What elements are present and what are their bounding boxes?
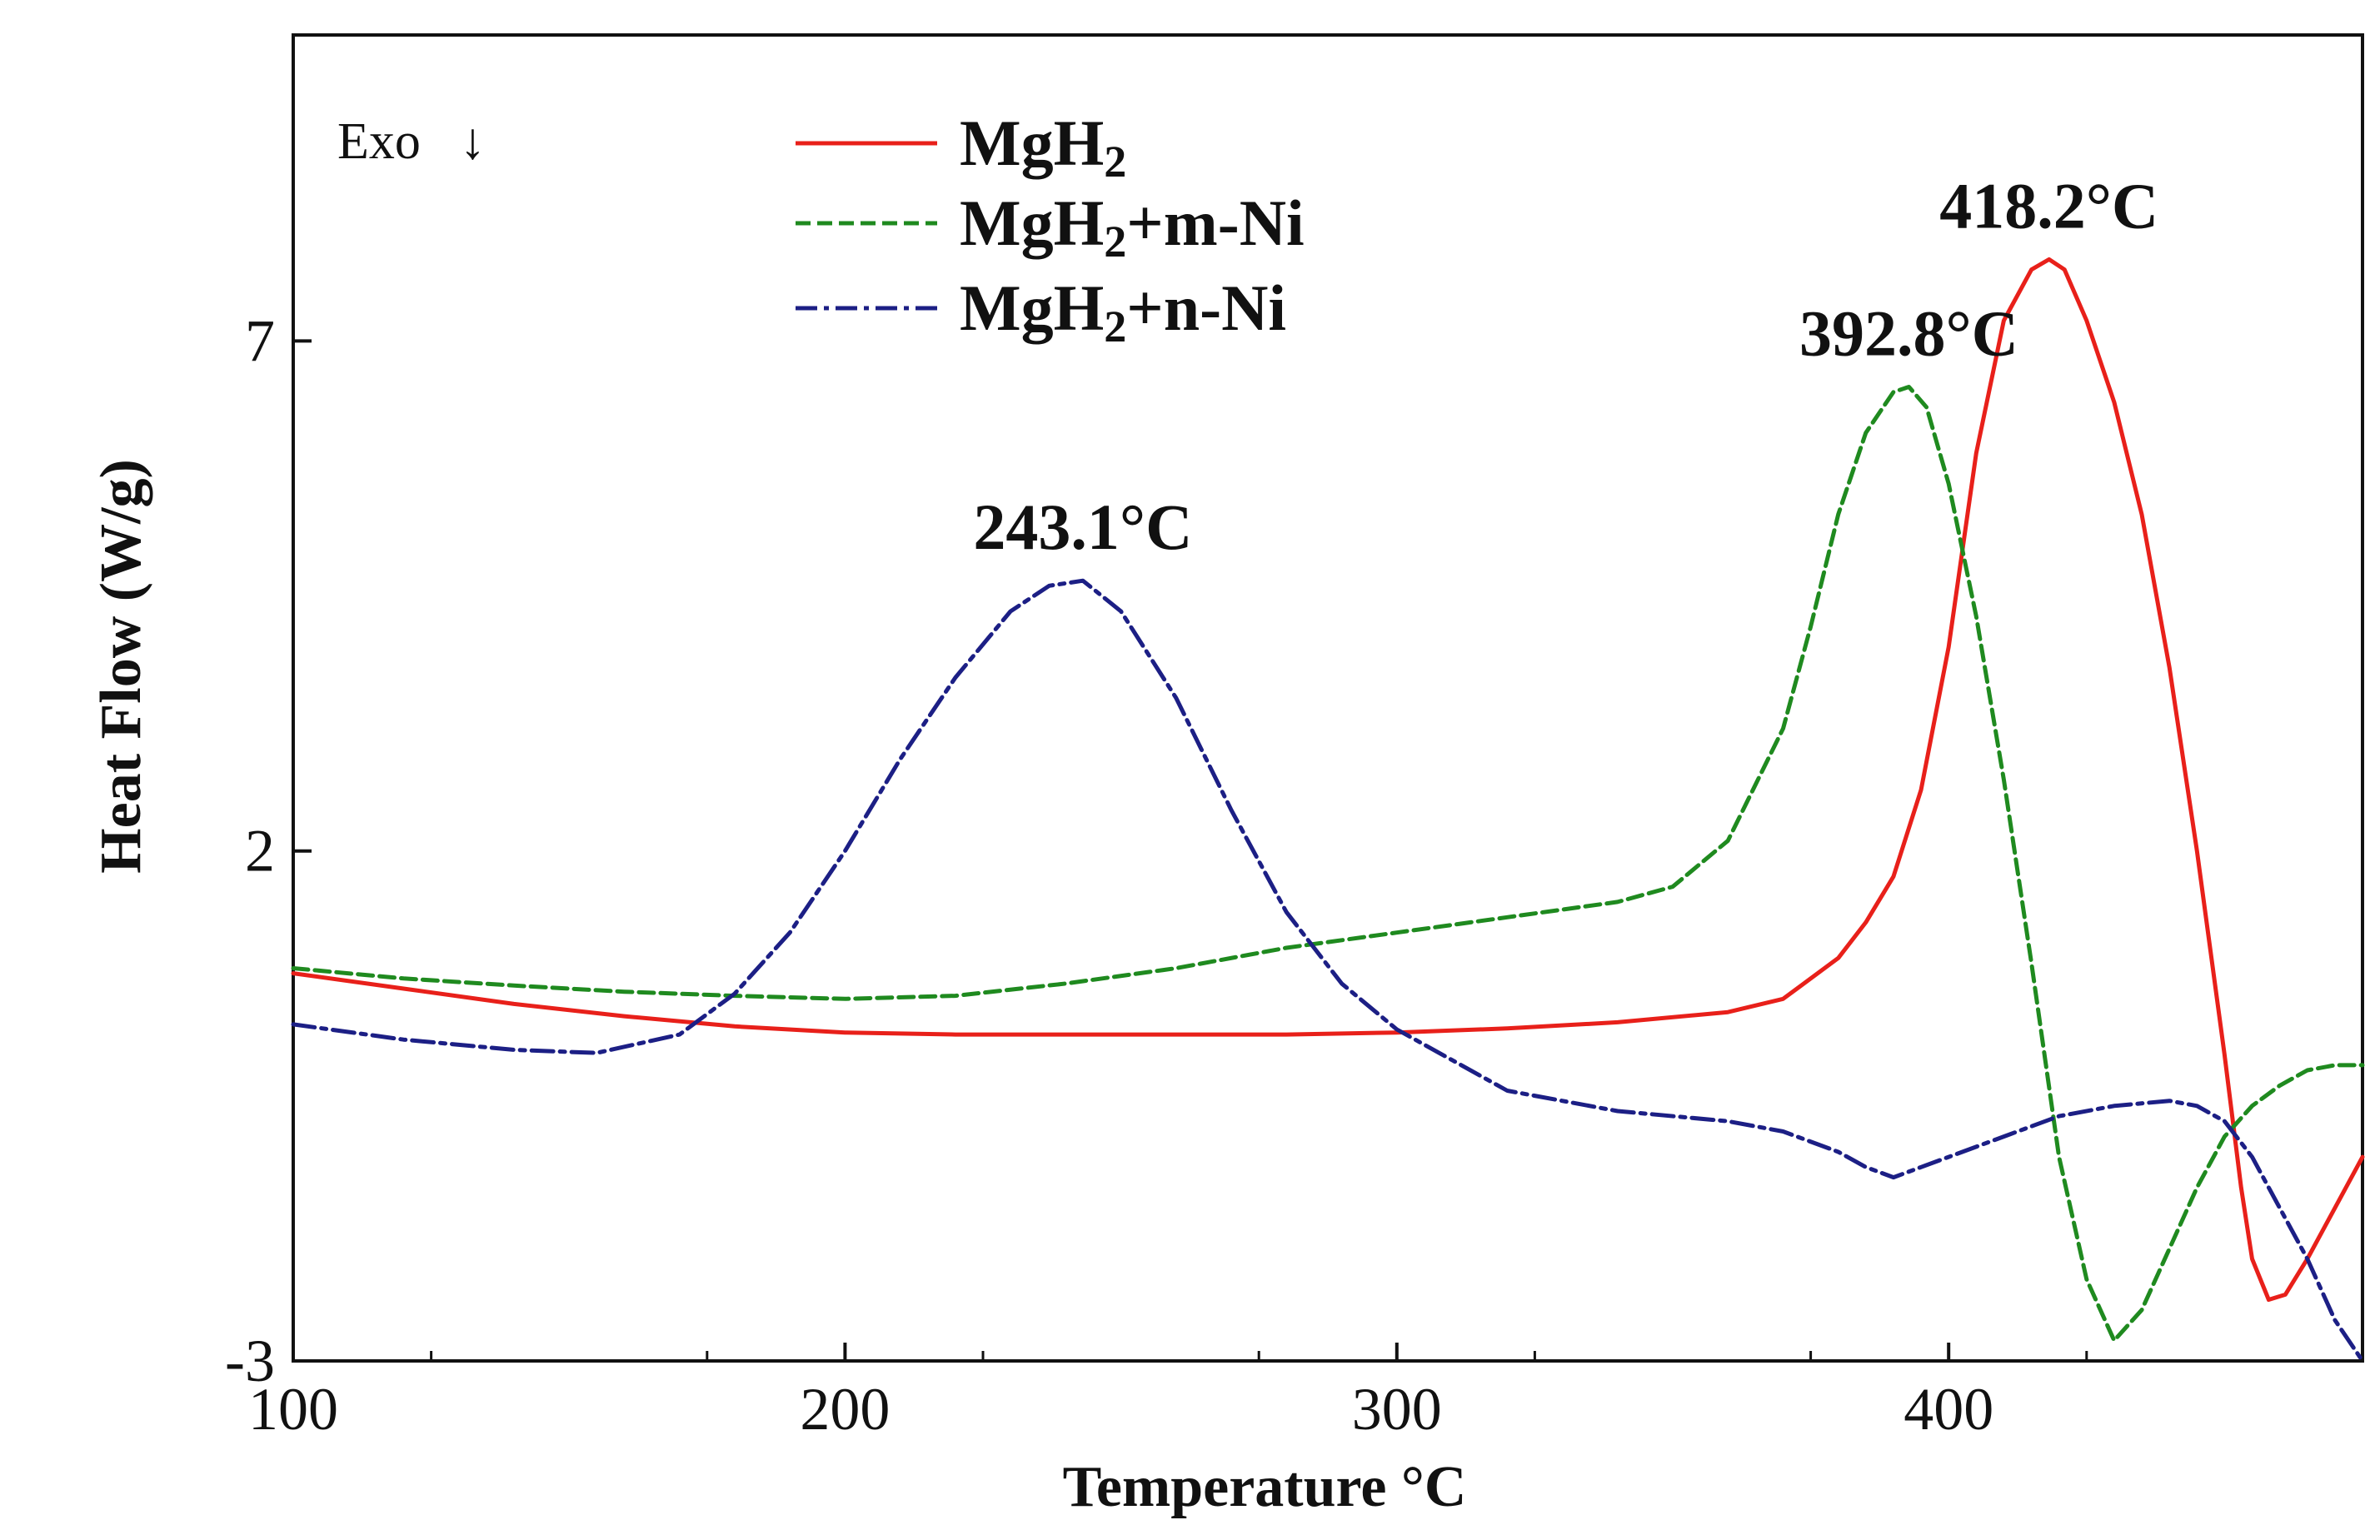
legend-name: MgH [960, 107, 1104, 179]
peak-label-2: 243.1°C [973, 491, 1192, 563]
series-layer [291, 257, 2365, 1363]
legend-suffix: +n-Ni [1126, 272, 1286, 344]
x-axis-title: Temperature °C [1063, 1455, 1467, 1519]
exo-indicator: Exo ↓ [337, 113, 486, 170]
plot-frame [292, 33, 2364, 1363]
legend-subscript: 2 [1104, 217, 1126, 267]
x-tick-label: 400 [1904, 1376, 1993, 1443]
exo-label: Exo [337, 113, 421, 170]
series-line-1 [291, 385, 2365, 1343]
y-tick-label: 2 [245, 818, 275, 885]
x-tick-label: 100 [248, 1376, 338, 1443]
y-tick-label: 7 [245, 307, 275, 374]
y-axis-title: Heat Flow (W/g) [89, 459, 153, 874]
x-tick-label: 300 [1352, 1376, 1442, 1443]
peak-label-1: 392.8°C [1799, 297, 2018, 369]
legend-label-1: MgH2+m-Ni [960, 187, 1305, 267]
y-axis-ticks: -3 2 7 [225, 307, 312, 1394]
down-arrow-icon: ↓ [460, 113, 486, 170]
legend-subscript: 2 [1104, 137, 1126, 187]
series-line-0 [291, 257, 2365, 1302]
legend-name: MgH [960, 272, 1104, 344]
y-tick-label: -3 [225, 1328, 275, 1394]
legend-suffix: +m-Ni [1126, 187, 1304, 259]
legend-label-2: MgH2+n-Ni [960, 272, 1286, 351]
x-tick-label: 200 [800, 1376, 890, 1443]
legend-subscript: 2 [1104, 302, 1126, 351]
x-axis-ticks: 100 200 300 400 [248, 1343, 2088, 1443]
legend-name: MgH [960, 187, 1104, 259]
series-line-2 [291, 578, 2365, 1363]
legend-label-0: MgH2 [960, 107, 1126, 187]
peak-label-0: 418.2°C [1939, 169, 2158, 242]
peak-annotations: 418.2°C 392.8°C 243.1°C [973, 169, 2158, 563]
